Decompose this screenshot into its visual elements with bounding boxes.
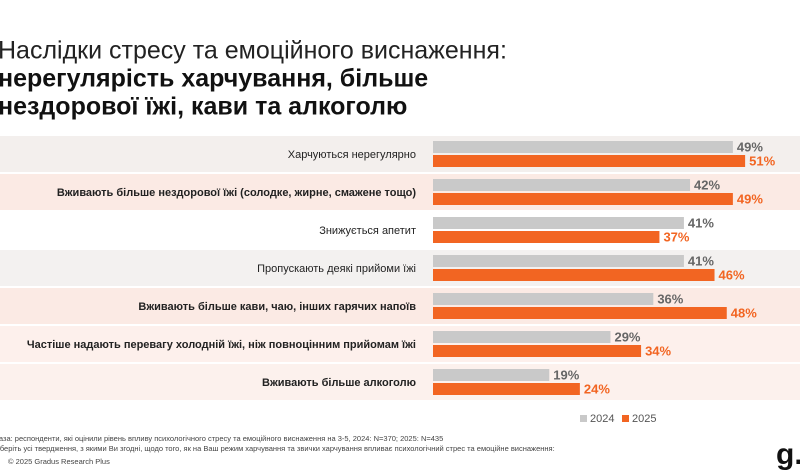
bar — [433, 293, 654, 305]
value-label: 42% — [694, 177, 720, 192]
bar — [433, 193, 733, 205]
note: Оберіть усі твердження, з якими Ви згодн… — [0, 444, 555, 453]
category-label: Харчуються нерегулярно — [288, 149, 416, 161]
chart-subtitle: нездорової їжі, кави та алкоголю — [0, 93, 407, 121]
bar — [433, 307, 727, 319]
bar — [433, 217, 684, 229]
value-label: 34% — [645, 343, 671, 358]
category-label: Вживають більше нездорової їжі (солодке,… — [57, 187, 417, 199]
value-label: 36% — [657, 291, 683, 306]
bar — [433, 141, 733, 153]
bar — [433, 369, 550, 381]
bar — [433, 269, 715, 281]
value-label: 49% — [737, 191, 763, 206]
bar — [433, 383, 580, 395]
legend-swatch — [580, 415, 587, 422]
bar — [433, 345, 642, 357]
value-label: 49% — [737, 139, 763, 154]
copyright: © 2025 Gradus Research Plus — [8, 457, 110, 466]
legend-swatch — [622, 415, 629, 422]
value-label: 24% — [584, 381, 610, 396]
category-label: Пропускають деякі прийоми їжі — [257, 263, 416, 275]
row-background — [0, 326, 800, 362]
value-label: 41% — [688, 215, 714, 230]
value-label: 29% — [614, 329, 640, 344]
note: База: респонденти, які оцінили рівень вп… — [0, 434, 443, 443]
bar — [433, 331, 611, 343]
value-label: 41% — [688, 253, 714, 268]
value-label: 46% — [719, 267, 745, 282]
value-label: 19% — [553, 367, 579, 382]
category-label: Вживають більше алкоголю — [262, 377, 416, 389]
category-label: Вживають більше кави, чаю, інших гарячих… — [138, 301, 416, 313]
bar — [433, 255, 684, 267]
value-label: 51% — [749, 153, 775, 168]
chart-subtitle: нерегулярість харчування, більше — [0, 65, 428, 93]
legend-label: 2025 — [632, 413, 656, 425]
category-label: Частіше надають перевагу холодній їжі, н… — [27, 339, 416, 351]
value-label: 48% — [731, 305, 757, 320]
value-label: 37% — [663, 229, 689, 244]
category-label: Знижується апетит — [319, 225, 416, 237]
logo: g. — [776, 438, 800, 470]
bar — [433, 179, 691, 191]
bar — [433, 155, 746, 167]
bar — [433, 231, 660, 243]
row-background — [0, 364, 800, 400]
legend-label: 2024 — [590, 413, 614, 425]
chart-title: Наслідки стресу та емоційного виснаження… — [0, 37, 507, 65]
